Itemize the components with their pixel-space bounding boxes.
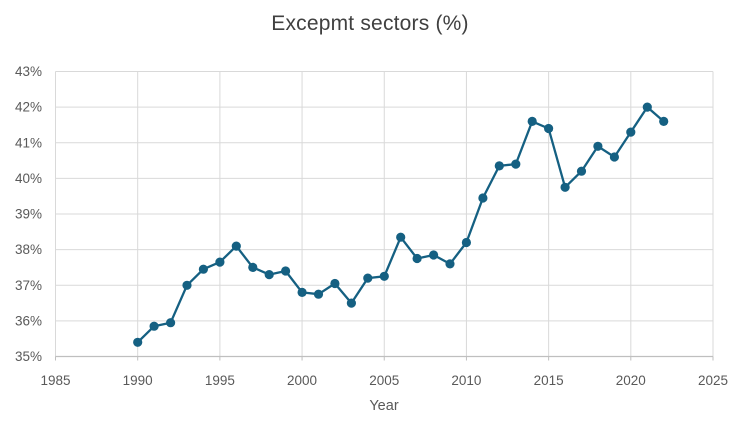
data-point — [527, 116, 537, 126]
y-tick-label: 42% — [15, 100, 42, 115]
data-point — [445, 259, 455, 269]
data-point — [215, 257, 225, 267]
data-point — [264, 270, 274, 280]
y-tick-label: 40% — [15, 171, 42, 186]
data-point — [659, 116, 669, 126]
y-tick-label: 37% — [15, 278, 42, 293]
x-tick-label: 2000 — [287, 373, 317, 388]
chart-title: Excepmt sectors (%) — [271, 12, 469, 35]
x-tick-label: 1990 — [123, 373, 153, 388]
data-point — [429, 250, 439, 260]
y-tick-label: 38% — [15, 242, 42, 257]
data-point — [281, 266, 291, 276]
y-axis-tick-labels: 35% 36% 37% 38% 39% 40% 41% 42% 43% — [15, 64, 42, 364]
axis-tick-marks — [55, 356, 714, 361]
data-point — [626, 127, 636, 137]
data-point — [231, 241, 241, 251]
data-point — [346, 298, 356, 308]
data-point — [166, 318, 176, 328]
data-point — [494, 161, 504, 171]
data-point — [544, 123, 554, 134]
data-point — [330, 278, 340, 289]
y-tick-label: 41% — [15, 135, 42, 150]
x-axis-tick-labels: 1985 1990 1995 2000 2005 2010 2015 2020 2025 — [40, 373, 728, 388]
data-point — [576, 166, 587, 176]
data-point — [593, 141, 603, 151]
data-point — [396, 232, 406, 242]
data-point — [149, 321, 159, 331]
y-tick-label: 35% — [15, 349, 42, 364]
data-point — [461, 237, 471, 248]
x-tick-label: 2025 — [698, 373, 728, 388]
gridlines — [55, 71, 714, 357]
y-tick-label: 36% — [15, 313, 42, 328]
data-point — [133, 337, 143, 347]
data-point — [313, 289, 324, 299]
data-point — [297, 287, 307, 297]
series-markers — [133, 102, 669, 347]
x-axis-title: Year — [369, 398, 398, 414]
x-tick-label: 1995 — [205, 373, 235, 388]
x-tick-label: 2020 — [616, 373, 646, 388]
x-tick-label: 2010 — [451, 373, 481, 388]
data-point — [198, 264, 208, 274]
data-point — [248, 262, 258, 272]
data-point — [412, 253, 422, 264]
data-point — [478, 193, 488, 203]
x-tick-label: 2005 — [369, 373, 399, 388]
data-point — [182, 280, 192, 290]
y-tick-label: 39% — [15, 207, 42, 222]
data-point — [560, 182, 570, 192]
data-point — [363, 273, 373, 283]
y-tick-label: 43% — [15, 64, 42, 79]
x-tick-label: 1985 — [40, 373, 70, 388]
data-point — [379, 271, 389, 281]
data-point — [609, 152, 620, 162]
data-point — [642, 102, 652, 112]
data-point — [511, 159, 521, 169]
x-tick-label: 2015 — [534, 373, 564, 388]
